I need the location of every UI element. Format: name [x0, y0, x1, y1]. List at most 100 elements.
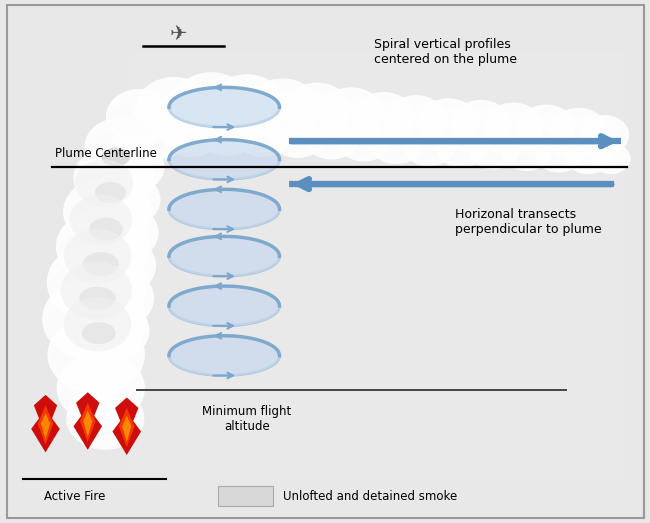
- Ellipse shape: [103, 156, 153, 186]
- Circle shape: [73, 145, 154, 210]
- Circle shape: [63, 176, 151, 247]
- Circle shape: [309, 92, 339, 117]
- Circle shape: [161, 107, 223, 157]
- Circle shape: [484, 103, 543, 151]
- Polygon shape: [169, 140, 280, 179]
- Circle shape: [220, 113, 248, 137]
- Polygon shape: [73, 392, 102, 450]
- Ellipse shape: [89, 218, 123, 241]
- Circle shape: [422, 131, 447, 150]
- Circle shape: [96, 398, 131, 426]
- Circle shape: [358, 126, 382, 145]
- Circle shape: [408, 104, 436, 127]
- Circle shape: [274, 88, 306, 115]
- Circle shape: [552, 140, 575, 158]
- Circle shape: [283, 83, 351, 137]
- Circle shape: [232, 107, 294, 157]
- Circle shape: [534, 133, 584, 173]
- Ellipse shape: [437, 138, 478, 163]
- Ellipse shape: [95, 188, 149, 220]
- Circle shape: [337, 118, 391, 162]
- Circle shape: [136, 77, 212, 138]
- Ellipse shape: [566, 147, 603, 169]
- Ellipse shape: [82, 322, 116, 344]
- Ellipse shape: [320, 101, 372, 133]
- Ellipse shape: [304, 126, 350, 154]
- Ellipse shape: [101, 147, 130, 166]
- Circle shape: [172, 72, 250, 135]
- Ellipse shape: [73, 316, 136, 354]
- Text: Unlofted and detained smoke: Unlofted and detained smoke: [283, 490, 457, 503]
- Circle shape: [441, 107, 469, 129]
- Ellipse shape: [452, 113, 501, 143]
- Ellipse shape: [404, 135, 447, 161]
- Circle shape: [84, 329, 128, 365]
- Circle shape: [238, 85, 272, 112]
- Circle shape: [130, 112, 188, 160]
- Circle shape: [501, 130, 552, 171]
- Circle shape: [550, 108, 607, 154]
- Ellipse shape: [285, 98, 339, 130]
- Circle shape: [113, 214, 146, 240]
- Circle shape: [84, 256, 131, 293]
- Circle shape: [436, 126, 488, 168]
- Circle shape: [580, 115, 629, 155]
- Circle shape: [118, 182, 149, 207]
- Ellipse shape: [79, 287, 116, 310]
- Circle shape: [517, 105, 575, 152]
- Circle shape: [255, 116, 283, 138]
- Polygon shape: [169, 286, 280, 326]
- Circle shape: [64, 229, 131, 283]
- Circle shape: [72, 299, 150, 362]
- Circle shape: [125, 151, 153, 174]
- Circle shape: [385, 95, 447, 145]
- Ellipse shape: [536, 144, 575, 168]
- Circle shape: [352, 92, 415, 142]
- Circle shape: [571, 116, 597, 137]
- Text: Spiral vertical profiles
centered on the plume: Spiral vertical profiles centered on the…: [374, 38, 517, 66]
- Ellipse shape: [518, 118, 565, 146]
- Ellipse shape: [592, 152, 624, 170]
- Ellipse shape: [249, 94, 306, 129]
- Circle shape: [102, 142, 164, 192]
- Polygon shape: [31, 395, 60, 452]
- Circle shape: [473, 108, 501, 131]
- Ellipse shape: [65, 196, 136, 238]
- Circle shape: [318, 87, 384, 140]
- Circle shape: [202, 83, 237, 111]
- Circle shape: [111, 128, 144, 154]
- Ellipse shape: [502, 141, 543, 166]
- Circle shape: [57, 353, 145, 424]
- Text: Horizonal transects
perpendicular to plume: Horizonal transects perpendicular to plu…: [455, 208, 602, 236]
- Polygon shape: [80, 403, 96, 442]
- Ellipse shape: [269, 123, 317, 152]
- Circle shape: [343, 96, 372, 120]
- Ellipse shape: [370, 132, 414, 159]
- Circle shape: [165, 87, 199, 115]
- Ellipse shape: [386, 109, 436, 139]
- Circle shape: [90, 365, 129, 397]
- Circle shape: [290, 118, 317, 140]
- Ellipse shape: [338, 130, 382, 156]
- Ellipse shape: [469, 139, 511, 164]
- Polygon shape: [83, 411, 92, 437]
- Circle shape: [86, 203, 159, 262]
- Ellipse shape: [50, 337, 128, 384]
- Circle shape: [488, 135, 511, 154]
- Polygon shape: [169, 236, 280, 276]
- Ellipse shape: [75, 163, 140, 202]
- Circle shape: [66, 387, 144, 450]
- Circle shape: [93, 173, 161, 227]
- Text: Active Fire: Active Fire: [44, 491, 105, 503]
- Circle shape: [64, 297, 131, 351]
- Circle shape: [75, 160, 133, 207]
- Ellipse shape: [88, 220, 146, 255]
- Circle shape: [131, 98, 162, 123]
- Ellipse shape: [75, 283, 140, 322]
- Circle shape: [468, 128, 520, 169]
- Circle shape: [565, 137, 612, 174]
- FancyBboxPatch shape: [218, 486, 273, 506]
- Ellipse shape: [196, 118, 248, 150]
- Circle shape: [324, 121, 350, 142]
- Circle shape: [195, 104, 260, 156]
